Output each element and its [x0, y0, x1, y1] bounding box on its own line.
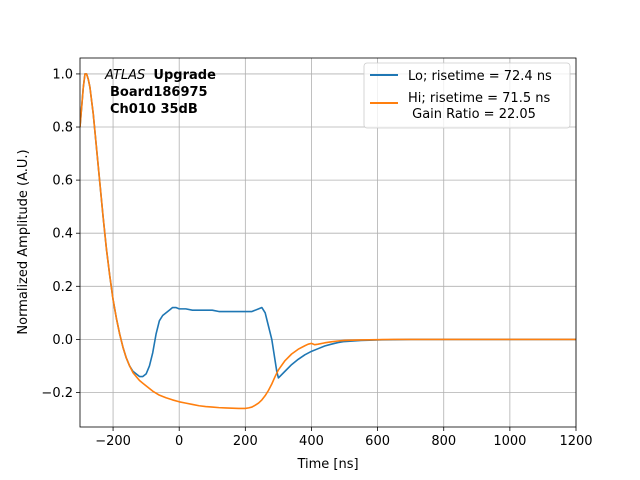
x-axis: −200 0 200 400 600 800 1000 1200: [95, 427, 593, 449]
y-tick-label: 0.8: [52, 121, 73, 136]
plot-frame: [79, 57, 577, 428]
x-tick-label: 600: [365, 434, 390, 449]
legend: Lo; risetime = 72.4 ns Hi; risetime = 71…: [363, 62, 571, 129]
annotation-atlas: ATLAS: [104, 68, 145, 83]
x-tick-label: −200: [95, 434, 131, 449]
annotation-board: Board186975: [110, 85, 208, 100]
y-tick-label: −0.2: [41, 386, 73, 401]
x-tick-label: 1000: [493, 434, 526, 449]
y-tick-label: 0.2: [52, 280, 73, 295]
annotation-upgrade: Upgrade: [153, 68, 216, 83]
series-line-hi: [80, 73, 576, 410]
svg-text:ATLAS Upgrade: ATLAS Upgrade: [104, 68, 216, 83]
x-axis-label: Time [ns]: [296, 457, 358, 472]
x-tick-label: 400: [299, 434, 324, 449]
legend-label-hi: Hi; risetime = 71.5 ns Gain Ratio = 22.0…: [408, 91, 550, 122]
x-tick-label: 0: [175, 434, 183, 449]
x-tick-label: 1200: [559, 434, 592, 449]
legend-label-lo: Lo; risetime = 72.4 ns: [408, 69, 552, 84]
x-tick-label: 800: [431, 434, 456, 449]
y-axis: −0.2 0.0 0.2 0.4 0.6 0.8 1.0: [41, 67, 80, 401]
y-tick-label: 0.6: [52, 174, 73, 189]
y-tick-label: 1.0: [52, 67, 73, 82]
y-tick-label: 0.0: [52, 333, 73, 348]
annotation-channel: Ch010 35dB: [110, 102, 198, 117]
y-axis-label: Normalized Amplitude (A.U.): [16, 149, 31, 334]
x-tick-label: 200: [233, 434, 258, 449]
atlas-annotation: ATLAS Upgrade Board186975 Ch010 35dB: [104, 68, 216, 117]
series-group: [80, 73, 576, 410]
legend-box: [363, 62, 571, 129]
y-tick-label: 0.4: [52, 227, 73, 242]
